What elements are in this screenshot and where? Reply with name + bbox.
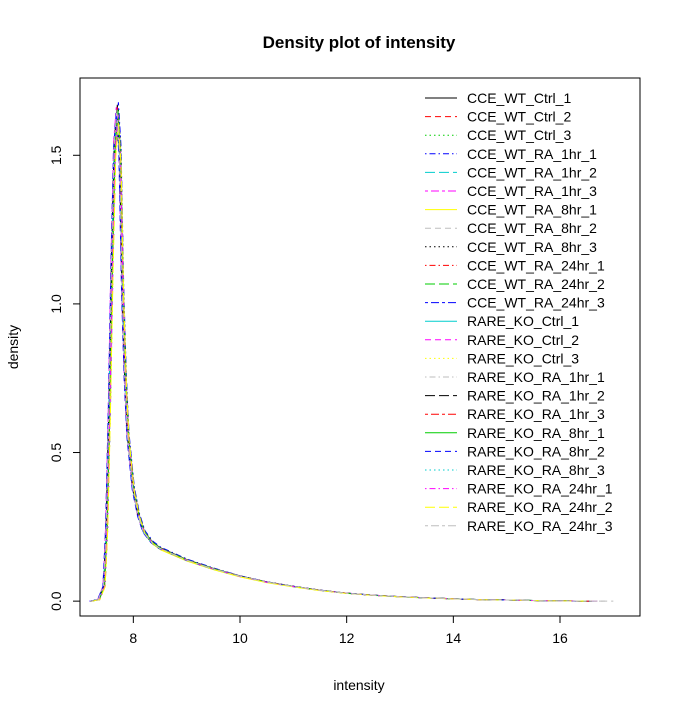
- x-tick-label: 16: [552, 630, 568, 646]
- legend: CCE_WT_Ctrl_1 CCE_WT_Ctrl_2 CCE_WT_Ctrl_3 C…: [425, 90, 613, 534]
- chart-title: Density plot of intensity: [263, 33, 456, 52]
- legend-label: RARE_KO_Ctrl_2: [467, 332, 579, 348]
- legend-label: RARE_KO_RA_1hr_2: [467, 388, 605, 404]
- legend-label: RARE_KO_RA_8hr_1: [467, 425, 605, 441]
- legend-label: CCE_WT_Ctrl_1: [467, 90, 571, 106]
- x-axis: 8 10 12 14 16: [129, 615, 568, 646]
- legend-label: CCE_WT_Ctrl_2: [467, 109, 571, 125]
- y-axis: 0.0 0.5 1.0 1.5: [48, 145, 81, 611]
- x-tick-label: 8: [129, 630, 137, 646]
- x-tick-label: 10: [232, 630, 248, 646]
- legend-label: RARE_KO_RA_24hr_3: [467, 518, 613, 534]
- legend-label: CCE_WT_RA_24hr_1: [467, 257, 605, 273]
- series-line: [90, 109, 603, 602]
- y-axis-label: density: [5, 325, 21, 369]
- legend-label: CCE_WT_RA_24hr_2: [467, 276, 605, 292]
- legend-label: RARE_KO_RA_24hr_1: [467, 481, 613, 497]
- legend-label: CCE_WT_RA_8hr_1: [467, 202, 597, 218]
- legend-label: CCE_WT_RA_24hr_3: [467, 295, 605, 311]
- y-tick-label: 0.0: [48, 591, 64, 611]
- density-curves: [89, 102, 614, 602]
- legend-label: CCE_WT_RA_1hr_2: [467, 164, 597, 180]
- legend-label: CCE_WT_Ctrl_3: [467, 127, 571, 143]
- legend-label: CCE_WT_RA_8hr_3: [467, 239, 597, 255]
- legend-label: CCE_WT_RA_1hr_3: [467, 183, 597, 199]
- x-axis-label: intensity: [333, 677, 384, 693]
- legend-label: RARE_KO_RA_24hr_2: [467, 499, 613, 515]
- legend-label: RARE_KO_Ctrl_3: [467, 350, 579, 366]
- x-tick-label: 12: [339, 630, 355, 646]
- legend-label: RARE_KO_RA_8hr_2: [467, 443, 605, 459]
- y-tick-label: 0.5: [48, 443, 64, 463]
- legend-label: RARE_KO_Ctrl_1: [467, 313, 579, 329]
- x-tick-label: 14: [446, 630, 462, 646]
- legend-label: RARE_KO_RA_1hr_1: [467, 369, 605, 385]
- legend-label: CCE_WT_RA_8hr_2: [467, 220, 597, 236]
- y-tick-label: 1.5: [48, 145, 64, 165]
- legend-label: RARE_KO_RA_8hr_3: [467, 462, 605, 478]
- legend-label: RARE_KO_RA_1hr_3: [467, 406, 605, 422]
- legend-label: CCE_WT_RA_1hr_1: [467, 146, 597, 162]
- y-tick-label: 1.0: [48, 294, 64, 314]
